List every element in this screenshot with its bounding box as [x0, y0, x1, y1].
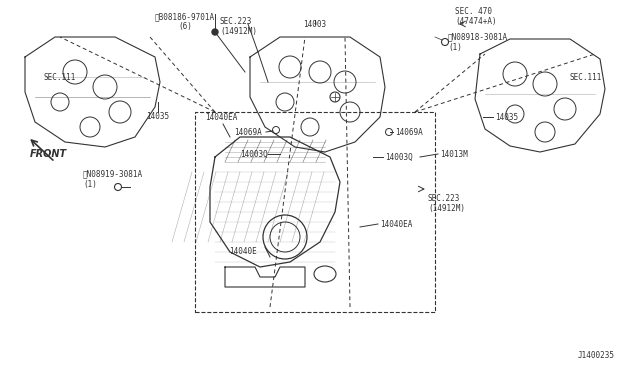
Text: 14069A: 14069A	[395, 128, 423, 137]
Text: 14069A: 14069A	[234, 128, 262, 137]
Text: 14035: 14035	[495, 112, 518, 122]
Text: SEC.111: SEC.111	[570, 73, 602, 81]
Text: ①B08186-9701A
(6): ①B08186-9701A (6)	[155, 12, 215, 31]
Bar	[195, 112, 435, 312]
Text: J1400235: J1400235	[578, 351, 615, 360]
Circle shape	[385, 128, 392, 135]
Text: 14013M: 14013M	[440, 150, 468, 158]
Circle shape	[442, 38, 449, 45]
Text: SEC.111: SEC.111	[44, 73, 76, 81]
Text: ①N08919-3081A
(1): ①N08919-3081A (1)	[83, 169, 143, 189]
Text: SEC.223
(14912M): SEC.223 (14912M)	[428, 194, 465, 214]
Text: 14040EA: 14040EA	[205, 112, 237, 122]
Text: 14003Q: 14003Q	[240, 150, 268, 158]
Text: SEC.223
(14912M): SEC.223 (14912M)	[220, 17, 257, 36]
Text: 14040E: 14040E	[229, 247, 257, 256]
Text: 14040EA: 14040EA	[380, 219, 412, 228]
Circle shape	[273, 126, 280, 134]
Text: SEC. 470
(47474+A): SEC. 470 (47474+A)	[455, 7, 497, 26]
Text: 14035: 14035	[147, 112, 170, 121]
Text: 14003: 14003	[303, 20, 326, 29]
Circle shape	[212, 29, 218, 35]
Circle shape	[115, 183, 122, 190]
Text: 14003Q: 14003Q	[385, 153, 413, 161]
Text: FRONT: FRONT	[30, 149, 67, 159]
Text: ①N08918-3081A
(1): ①N08918-3081A (1)	[448, 32, 508, 52]
